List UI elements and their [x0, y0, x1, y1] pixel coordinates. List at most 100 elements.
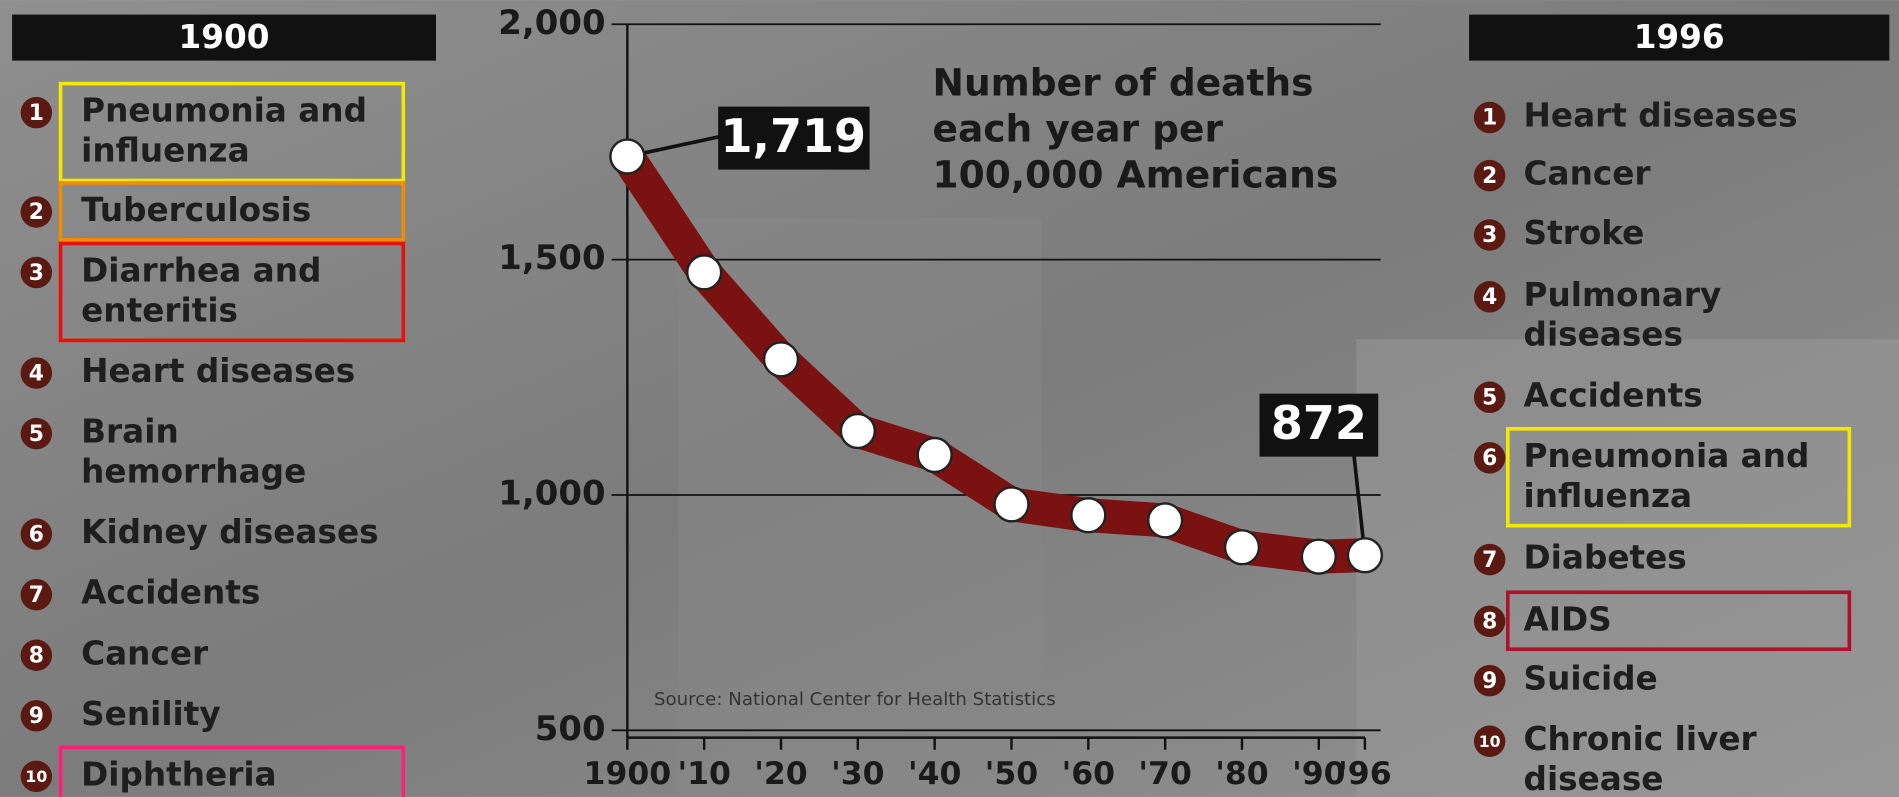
- rank-badge: [20, 417, 53, 450]
- rank-badge: [1473, 219, 1506, 251]
- cause-name: Pneumonia and: [81, 92, 367, 130]
- rank-badge: [1473, 442, 1506, 474]
- data-point: [916, 436, 953, 474]
- chart-title: Number of deaths: [933, 60, 1314, 104]
- cause-name: Diarrhea and: [81, 252, 321, 290]
- chart-title: 100,000 Americans: [933, 152, 1339, 196]
- cause-name: Cancer: [1524, 155, 1652, 193]
- cause-name: Pulmonary: [1524, 276, 1722, 314]
- cause-name: Diabetes: [1524, 539, 1687, 577]
- rank-number: 1: [29, 101, 44, 126]
- highlight-box: [58, 81, 406, 183]
- cause-name: Heart diseases: [81, 352, 355, 390]
- highlight-box: [1505, 426, 1852, 528]
- data-point: [993, 486, 1030, 523]
- highlight-box: [58, 181, 406, 242]
- x-tick-label: '70: [1138, 756, 1191, 792]
- cause-name: disease: [1524, 760, 1664, 797]
- rank-badge: [20, 700, 53, 732]
- rank-number: 2: [1482, 164, 1497, 189]
- rank-number: 6: [29, 522, 44, 547]
- rank-number: 6: [1482, 446, 1497, 471]
- data-point: [1346, 537, 1384, 574]
- data-point: [686, 254, 723, 291]
- rank-number: 10: [1479, 732, 1501, 751]
- cause-name: Heart diseases: [1524, 97, 1798, 135]
- cause-name: Chronic liver: [1524, 720, 1758, 758]
- cause-name: influenza: [1524, 477, 1693, 515]
- photo-texture: [1356, 339, 1899, 797]
- rank-badge: [1473, 664, 1506, 697]
- cause-name: Accidents: [81, 574, 260, 612]
- cause-name: Diphtheria: [81, 755, 276, 793]
- cause-name: diseases: [1524, 316, 1683, 354]
- cause-name: Suicide: [1524, 660, 1658, 698]
- x-tick-label: '80: [1215, 756, 1268, 792]
- rank-number: 1: [1482, 106, 1497, 131]
- x-tick-label: '20: [754, 756, 807, 792]
- cause-name: enteritis: [81, 292, 238, 330]
- rank-badge: [20, 256, 53, 289]
- rank-badge: [20, 760, 53, 793]
- rank-number: 4: [1482, 285, 1497, 310]
- rank-number: 7: [1482, 548, 1497, 573]
- cause-name: Tuberculosis: [81, 191, 311, 229]
- rank-badge: [1473, 605, 1506, 638]
- y-tick-label: 2,000: [498, 3, 605, 42]
- rank-badge: [20, 518, 53, 550]
- x-tick-label: '96: [1338, 756, 1391, 792]
- rank-number: 5: [29, 422, 44, 447]
- rank-badge: [1473, 725, 1506, 757]
- cause-name: AIDS: [1524, 600, 1612, 638]
- highlight-box: [58, 745, 406, 797]
- column-header-bar: [1469, 14, 1890, 61]
- rank-badge: [20, 357, 53, 389]
- x-tick-label: '50: [985, 756, 1038, 792]
- cause-name: Accidents: [1524, 376, 1703, 414]
- rank-number: 10: [25, 767, 47, 786]
- data-label: 872: [1271, 396, 1367, 450]
- chart-title: each year per: [933, 106, 1224, 150]
- rank-number: 8: [1482, 610, 1497, 635]
- label-box: [718, 106, 870, 170]
- x-tick-label: '40: [908, 756, 961, 792]
- cause-name: Brain: [81, 413, 179, 451]
- data-point: [1070, 497, 1107, 534]
- rank-badge: [1473, 281, 1506, 313]
- data-point: [609, 138, 646, 175]
- x-tick-label: 1900: [584, 756, 672, 792]
- rank-badge: [20, 96, 53, 129]
- rank-number: 9: [1482, 669, 1497, 694]
- rank-number: 5: [1482, 386, 1497, 411]
- column-header: 1996: [1634, 18, 1725, 56]
- rank-number: 4: [29, 361, 44, 386]
- data-point: [1146, 502, 1184, 539]
- rank-number: 2: [29, 200, 44, 225]
- rank-badge: [20, 196, 53, 228]
- rank-number: 9: [29, 704, 44, 729]
- rank-number: 3: [29, 261, 44, 286]
- rank-badge: [1473, 543, 1506, 576]
- cause-name: Kidney diseases: [81, 513, 378, 551]
- rank-badge: [1473, 381, 1506, 414]
- x-tick-label: '10: [677, 756, 730, 792]
- rank-number: 7: [29, 583, 44, 608]
- rank-number: 3: [1482, 223, 1497, 248]
- cause-name: Stroke: [1524, 214, 1645, 252]
- data-point: [762, 341, 800, 378]
- x-tick-label: '30: [831, 756, 884, 792]
- column-header-bar: [12, 14, 436, 61]
- rank-badge: [1473, 159, 1506, 192]
- data-point: [1223, 529, 1261, 566]
- y-tick-label: 1,500: [498, 238, 605, 277]
- cause-name: Senility: [81, 695, 221, 733]
- x-tick-label: '90: [1292, 756, 1345, 792]
- rank-badge: [20, 578, 53, 611]
- y-tick-label: 500: [535, 709, 606, 748]
- column-header: 1900: [179, 18, 270, 56]
- data-label: 1,719: [720, 109, 866, 163]
- cause-name: influenza: [81, 132, 250, 170]
- y-tick-label: 1,000: [498, 473, 605, 512]
- rank-number: 8: [29, 643, 44, 668]
